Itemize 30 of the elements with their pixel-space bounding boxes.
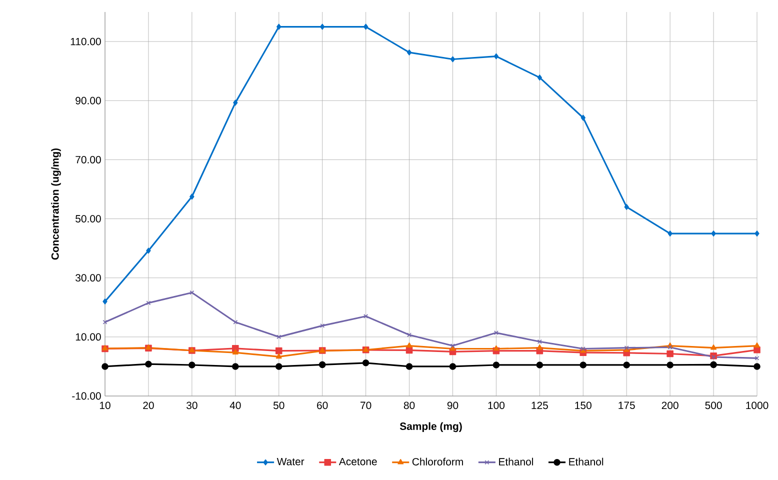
- x-axis-title: Sample (mg): [400, 422, 462, 432]
- x-tick-label: 70: [360, 402, 372, 410]
- x-tick-label: 150: [575, 402, 592, 410]
- x-tick-label: 30: [186, 402, 198, 410]
- x-tick-label: 90: [447, 402, 458, 410]
- x-tick-label: 40: [230, 402, 241, 410]
- legend-label: Chloroform: [412, 458, 463, 466]
- legend-label: Acetone: [338, 458, 377, 466]
- x-tick-label: 125: [532, 402, 548, 410]
- x-tick-label: 50: [273, 402, 284, 410]
- x-tick-label: 1000: [746, 402, 768, 410]
- y-axis-title: Concentration (ug/mg): [51, 148, 61, 260]
- legend-label: Water: [276, 458, 304, 466]
- x-tick-label: 100: [488, 402, 505, 410]
- y-tick-label: 110.00: [70, 38, 101, 46]
- y-tick-label: 90.00: [76, 96, 101, 104]
- y-tick-label: -10.00: [72, 392, 101, 400]
- y-tick-label: 50.00: [76, 215, 101, 222]
- x-tick-label: 80: [404, 402, 415, 410]
- y-tick-label: 70.00: [76, 156, 101, 164]
- legend-label: Ethanol: [569, 458, 604, 466]
- x-tick-label: 200: [662, 402, 678, 410]
- x-tick-label: 20: [143, 402, 154, 410]
- y-tick-label: 30.00: [76, 274, 101, 282]
- x-tick-label: 10: [100, 402, 110, 410]
- x-tick-label: 500: [705, 402, 722, 410]
- x-tick-label: 60: [317, 402, 328, 410]
- legend-label: Ethanol: [499, 458, 533, 466]
- y-tick-label: 10.00: [76, 333, 101, 341]
- x-tick-label: 175: [618, 402, 635, 409]
